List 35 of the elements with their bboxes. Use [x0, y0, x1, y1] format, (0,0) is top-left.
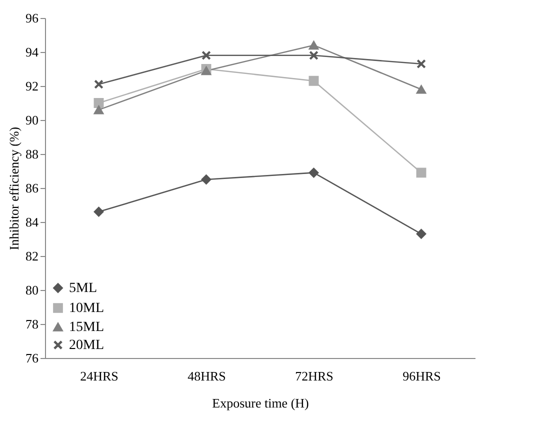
- point: [201, 174, 212, 184]
- x-tick-label: 96HRS: [402, 368, 441, 384]
- point: [308, 40, 319, 50]
- y-tick-label: 92: [26, 78, 38, 94]
- legend-label: 10ML: [69, 301, 104, 316]
- point: [416, 228, 426, 239]
- legend-label: 15ML: [69, 320, 104, 335]
- y-tick-label: 86: [26, 180, 39, 196]
- point: [417, 60, 426, 68]
- point: [416, 85, 426, 94]
- y-tick-label: 96: [26, 10, 39, 26]
- y-tick-label: 82: [26, 248, 38, 264]
- y-tick-label: 80: [26, 282, 38, 298]
- legend-label: 5ML: [69, 281, 97, 296]
- point: [94, 80, 103, 88]
- y-tick-label: 88: [26, 146, 38, 162]
- x-tick-label: 24HRS: [80, 368, 118, 384]
- x-tick-label: 72HRS: [295, 368, 334, 384]
- point: [94, 105, 104, 114]
- point: [308, 168, 319, 178]
- y-tick-label: 84: [26, 214, 39, 230]
- x-tick-label: 48HRS: [188, 368, 226, 384]
- y-tick-label: 90: [26, 112, 38, 128]
- point: [94, 98, 104, 108]
- point: [94, 206, 104, 217]
- point: [202, 51, 210, 60]
- y-tick-label: 94: [26, 44, 39, 60]
- point: [416, 168, 426, 178]
- point: [308, 76, 319, 86]
- x-axis-title: Exposure time (H): [212, 396, 309, 410]
- y-axis-title: Inhibitor efficiency (%): [6, 126, 22, 250]
- legend-label: 20ML: [69, 338, 104, 353]
- y-tick-label: 78: [26, 316, 38, 332]
- y-tick-label: 76: [26, 350, 39, 366]
- point: [310, 51, 318, 60]
